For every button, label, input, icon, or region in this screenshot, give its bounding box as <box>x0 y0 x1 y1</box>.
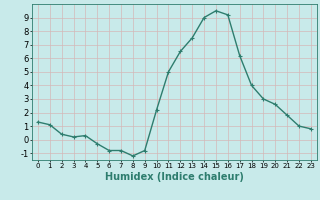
X-axis label: Humidex (Indice chaleur): Humidex (Indice chaleur) <box>105 172 244 182</box>
